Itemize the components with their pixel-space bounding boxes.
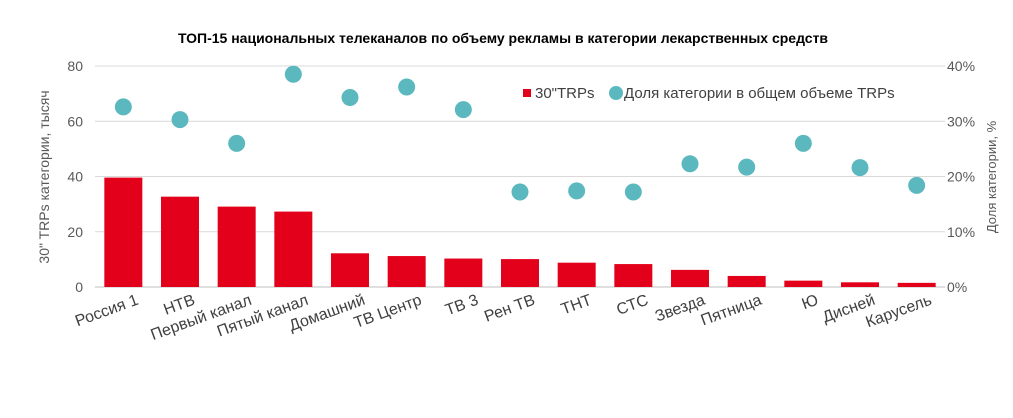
chart-title: ТОП-15 национальных телеканалов по объем… — [178, 30, 828, 46]
scatter-point — [171, 111, 189, 129]
bar — [444, 258, 483, 287]
category-label: СТС — [614, 292, 650, 319]
bar — [557, 262, 596, 287]
scatter-point — [511, 183, 529, 201]
scatter-point — [228, 134, 246, 152]
y2-tick-label: 30% — [947, 113, 975, 129]
bar — [274, 211, 313, 287]
right-axis-title: Доля категории, % — [984, 120, 999, 233]
y2-tick-label: 40% — [947, 58, 975, 74]
left-axis-title: 30" TRPs категории, тысяч — [36, 90, 52, 263]
right-axis-ticks: 0% 10% 20% 30% 40% — [947, 58, 975, 295]
scatter-point — [114, 98, 132, 116]
category-label: Ю — [800, 292, 821, 314]
category-label: Карусель — [864, 292, 934, 332]
legend-bar-swatch — [523, 89, 531, 97]
y2-tick-label: 10% — [947, 224, 975, 240]
category-label: Пятница — [699, 292, 764, 330]
category-label: Россия 1 — [73, 292, 141, 331]
bar — [841, 282, 879, 287]
left-axis-ticks: 0 20 40 60 80 — [67, 58, 83, 295]
category-label: Рен ТВ — [482, 292, 537, 326]
y-tick-label: 0 — [75, 279, 83, 295]
legend-dot-label: Доля категории в общем объеме TRPs — [624, 85, 895, 102]
bar — [161, 196, 199, 287]
category-label: Звезда — [653, 292, 708, 326]
bar — [614, 264, 653, 287]
bar — [104, 177, 143, 287]
scatter-point — [794, 134, 812, 152]
y2-tick-label: 20% — [947, 169, 975, 185]
scatter-series — [114, 65, 926, 201]
scatter-point — [284, 65, 302, 83]
bar — [387, 256, 426, 287]
legend: 30"TRPs Доля категории в общем объеме TR… — [523, 85, 895, 102]
scatter-point — [568, 182, 586, 200]
scatter-point — [341, 88, 359, 106]
bar — [784, 280, 823, 287]
legend-bar-label: 30"TRPs — [535, 85, 595, 102]
bar — [217, 206, 256, 287]
bar — [501, 259, 539, 287]
legend-dot-swatch — [609, 86, 623, 100]
bar — [727, 275, 766, 287]
bar-series — [104, 177, 936, 287]
scatter-point — [908, 176, 926, 194]
scatter-point — [398, 78, 416, 96]
y-tick-label: 20 — [67, 224, 83, 240]
bar — [897, 282, 936, 287]
scatter-point — [454, 101, 472, 119]
bar — [331, 253, 369, 287]
scatter-point — [624, 183, 642, 201]
y-tick-label: 40 — [67, 169, 83, 185]
bar — [671, 269, 709, 287]
scatter-point — [738, 158, 756, 176]
y-tick-label: 80 — [67, 58, 83, 74]
category-label: ТВ 3 — [443, 292, 481, 320]
y-tick-label: 60 — [67, 113, 83, 129]
category-label: ТНТ — [559, 292, 594, 319]
scatter-point — [681, 155, 699, 173]
scatter-point — [851, 159, 869, 177]
y2-tick-label: 0% — [947, 279, 967, 295]
